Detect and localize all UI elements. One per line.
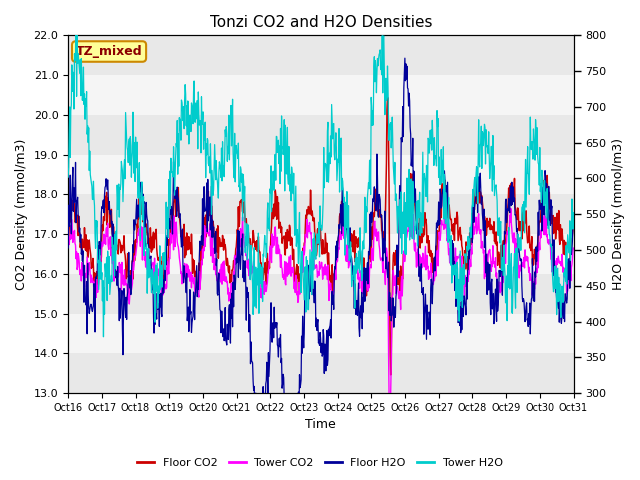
Legend: Floor CO2, Tower CO2, Floor H2O, Tower H2O: Floor CO2, Tower CO2, Floor H2O, Tower H… [133, 453, 507, 472]
Bar [68, 234, 573, 274]
Bar [68, 115, 573, 155]
Title: Tonzi CO2 and H2O Densities: Tonzi CO2 and H2O Densities [209, 15, 432, 30]
Y-axis label: H2O Density (mmol/m3): H2O Density (mmol/m3) [612, 138, 625, 290]
Text: TZ_mixed: TZ_mixed [76, 45, 142, 58]
Bar [68, 194, 573, 234]
Bar [68, 155, 573, 194]
Y-axis label: CO2 Density (mmol/m3): CO2 Density (mmol/m3) [15, 139, 28, 290]
X-axis label: Time: Time [305, 419, 336, 432]
Bar [68, 75, 573, 115]
Bar [68, 274, 573, 313]
Bar [68, 313, 573, 353]
Bar [68, 353, 573, 393]
Bar [68, 36, 573, 75]
